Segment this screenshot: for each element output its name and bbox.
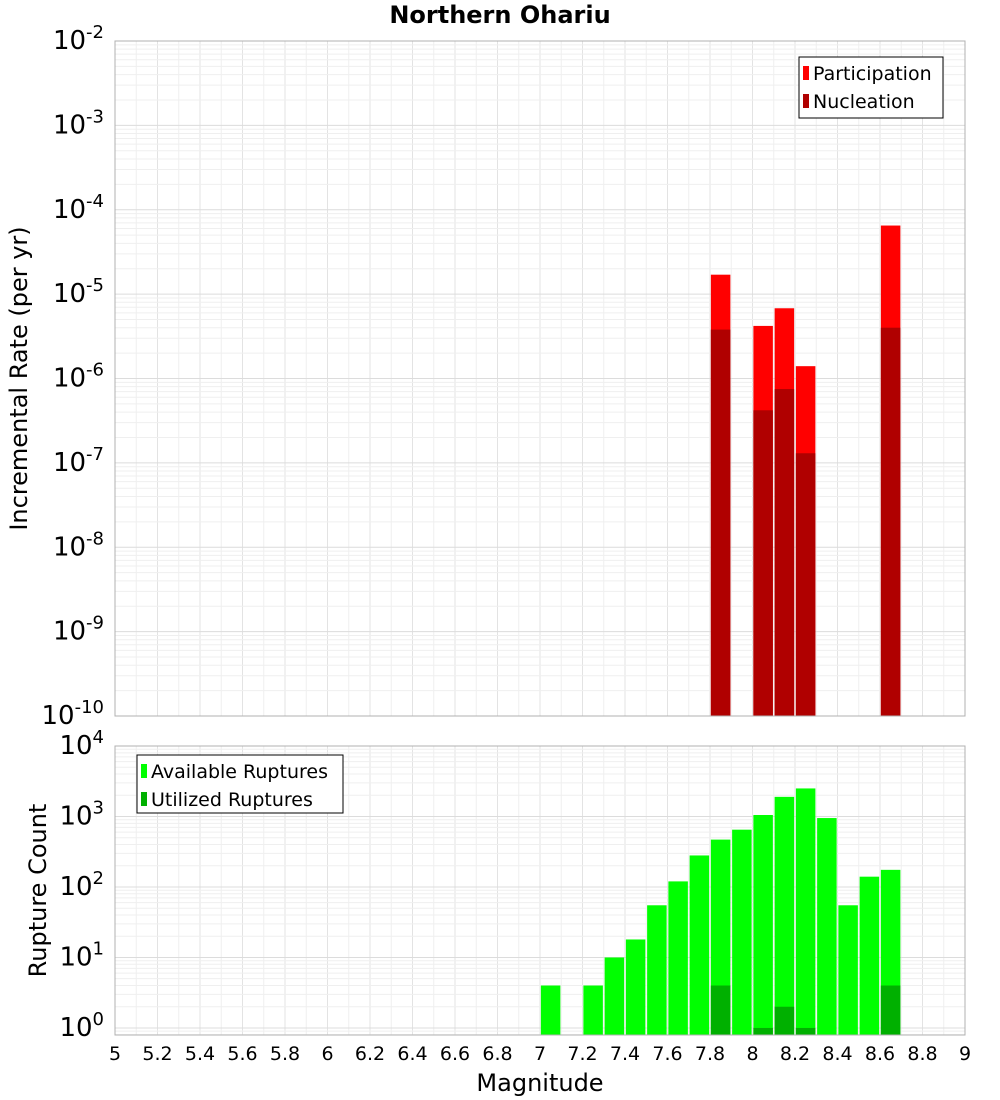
x-tick-label: 7.6 [652, 1043, 682, 1065]
y-tick-label: 10-2 [53, 22, 104, 56]
legend-label: Available Ruptures [151, 761, 328, 783]
x-tick-label: 7.4 [610, 1043, 640, 1065]
y-tick-label: 10-4 [53, 191, 104, 225]
y-tick-label: 104 [59, 727, 104, 761]
x-tick-label: 5.4 [185, 1043, 215, 1065]
y-tick-label: 101 [59, 938, 104, 972]
y-tick-label: 10-10 [42, 697, 105, 731]
bar-available-ruptures [753, 814, 773, 1035]
x-tick-label: 9 [959, 1043, 971, 1065]
bar-utilized-ruptures [753, 1027, 773, 1035]
bar-available-ruptures [647, 905, 667, 1035]
bar-nucleation [774, 389, 795, 716]
legend-swatch [803, 94, 809, 108]
legend-label: Utilized Ruptures [151, 789, 313, 811]
bar-utilized-ruptures [774, 1006, 795, 1035]
x-tick-label: 6.2 [355, 1043, 385, 1065]
x-tick-label: 7.8 [695, 1043, 725, 1065]
x-tick-label: 7.2 [567, 1043, 597, 1065]
y-tick-label: 10-8 [53, 528, 104, 562]
y-tick-label: 10-5 [53, 275, 104, 309]
x-tick-label: 8 [746, 1043, 758, 1065]
y-axis-title: Rupture Count [24, 804, 52, 978]
y-tick-label: 10-6 [53, 360, 104, 394]
x-tick-label: 7 [534, 1043, 546, 1065]
legend-label: Nucleation [813, 91, 915, 113]
x-tick-label: 6.4 [397, 1043, 427, 1065]
x-tick-label: 8.4 [822, 1043, 852, 1065]
x-tick-label: 5.8 [270, 1043, 300, 1065]
bar-utilized-ruptures [795, 1027, 816, 1035]
bar-available-ruptures [795, 788, 816, 1035]
bar-available-ruptures [604, 957, 625, 1035]
legend-label: Participation [813, 63, 932, 85]
bar-available-ruptures [689, 855, 710, 1035]
y-tick-label: 100 [59, 1009, 104, 1043]
y-axis-title: Incremental Rate (per yr) [5, 226, 33, 530]
chart-title: Northern Ohariu [389, 1, 610, 29]
bar-utilized-ruptures [880, 985, 901, 1035]
x-tick-label: 8.2 [780, 1043, 810, 1065]
y-tick-label: 10-3 [53, 106, 104, 140]
y-tick-label: 10-7 [53, 444, 104, 478]
bar-available-ruptures [817, 818, 837, 1035]
y-tick-label: 10-9 [53, 613, 104, 647]
legend-swatch [141, 792, 147, 806]
panel-2: 100 101 102 103 104 Rupture Count Available Ru… [24, 727, 971, 1097]
bar-available-ruptures [774, 796, 795, 1035]
bar-available-ruptures [859, 876, 880, 1035]
legend-swatch [141, 764, 147, 778]
bar-available-ruptures [838, 905, 858, 1035]
x-tick-label: 5.6 [227, 1043, 257, 1065]
bar-nucleation [880, 327, 901, 716]
legend-box [798, 56, 944, 119]
x-tick-label: 8.8 [907, 1043, 937, 1065]
x-tick-label: 5.2 [142, 1043, 172, 1065]
bar-nucleation [753, 410, 773, 716]
plot-border [114, 745, 966, 1036]
x-tick-label: 5 [109, 1043, 121, 1065]
x-tick-label: 8.6 [865, 1043, 895, 1065]
x-tick-label: 6.6 [440, 1043, 470, 1065]
bar-utilized-ruptures [710, 985, 731, 1035]
panel-1: 10-10 10-9 10-8 10-7 10-6 10-5 10-4 10-3 10-2 Inc… [5, 22, 966, 731]
bar-available-ruptures [732, 829, 752, 1035]
bar-available-ruptures [540, 985, 561, 1035]
y-tick-label: 102 [59, 868, 104, 902]
y-tick-label: 103 [59, 797, 104, 831]
bar-available-ruptures [625, 939, 646, 1035]
legend-swatch [803, 66, 809, 80]
legend-box [136, 754, 344, 814]
bar-nucleation [795, 453, 816, 716]
x-tick-label: 6 [321, 1043, 333, 1065]
x-axis-title: Magnitude [476, 1069, 603, 1097]
bar-available-ruptures [583, 985, 603, 1035]
plot-border [114, 40, 966, 717]
bar-nucleation [710, 329, 731, 716]
x-tick-label: 6.8 [482, 1043, 512, 1065]
bar-available-ruptures [668, 881, 688, 1035]
